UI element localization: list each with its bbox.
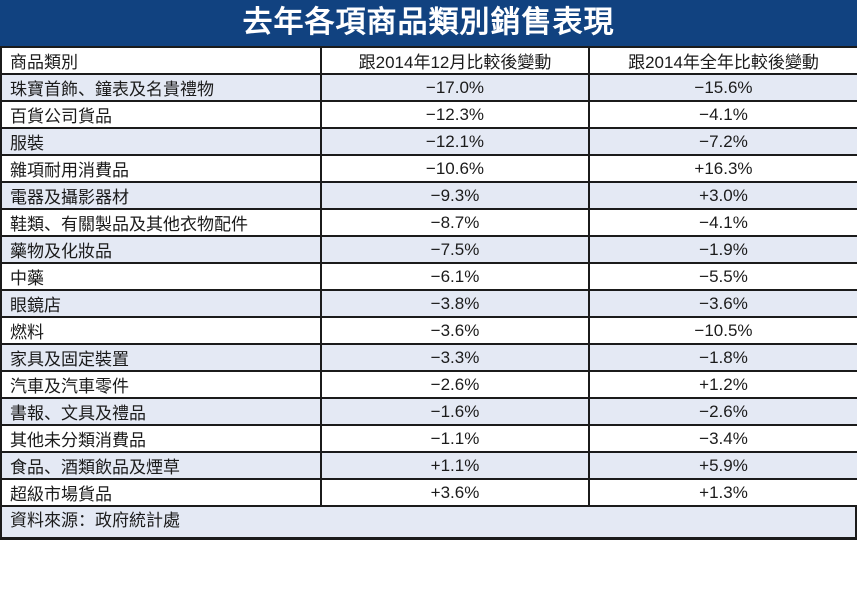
vs-dec2014-cell: −8.7% [320,208,590,237]
vs-year2014-cell: +1.3% [588,478,857,507]
source-note: 資料來源：政府統計處 [0,507,857,540]
category-cell: 書報、文具及禮品 [0,397,322,426]
vs-year2014-cell: −7.2% [588,127,857,156]
table-row: 汽車及汽車零件 −2.6% +1.2% [0,370,857,399]
table-row: 書報、文具及禮品 −1.6% −2.6% [0,397,857,426]
table-row: 珠寶首飾、鐘表及名貴禮物 −17.0% −15.6% [0,73,857,102]
category-cell: 服裝 [0,127,322,156]
table-row: 燃料 −3.6% −10.5% [0,316,857,345]
vs-year2014-cell: −3.4% [588,424,857,453]
table-row: 中藥 −6.1% −5.5% [0,262,857,291]
table-row: 超級市場貨品 +3.6% +1.3% [0,478,857,507]
table-row: 藥物及化妝品 −7.5% −1.9% [0,235,857,264]
category-cell: 藥物及化妝品 [0,235,322,264]
vs-dec2014-cell: −3.3% [320,343,590,372]
category-cell: 雜項耐用消費品 [0,154,322,183]
vs-year2014-cell: −1.9% [588,235,857,264]
column-header-vs-year2014: 跟2014年全年比較後變動 [588,46,857,75]
vs-dec2014-cell: −2.6% [320,370,590,399]
column-header-category: 商品類別 [0,46,322,75]
vs-dec2014-cell: −9.3% [320,181,590,210]
category-cell: 其他未分類消費品 [0,424,322,453]
vs-dec2014-cell: +1.1% [320,451,590,480]
vs-year2014-cell: −5.5% [588,262,857,291]
vs-year2014-cell: −4.1% [588,100,857,129]
vs-year2014-cell: −3.6% [588,289,857,318]
vs-dec2014-cell: −3.6% [320,316,590,345]
vs-dec2014-cell: −12.1% [320,127,590,156]
table-row: 百貨公司貨品 −12.3% −4.1% [0,100,857,129]
vs-dec2014-cell: −6.1% [320,262,590,291]
column-header-vs-dec2014: 跟2014年12月比較後變動 [320,46,590,75]
vs-dec2014-cell: +3.6% [320,478,590,507]
page-title: 去年各項商品類別銷售表現 [0,0,857,46]
vs-year2014-cell: −10.5% [588,316,857,345]
table-row: 雜項耐用消費品 −10.6% +16.3% [0,154,857,183]
vs-year2014-cell: −2.6% [588,397,857,426]
vs-dec2014-cell: −1.1% [320,424,590,453]
category-cell: 超級市場貨品 [0,478,322,507]
vs-year2014-cell: −4.1% [588,208,857,237]
table-row: 服裝 −12.1% −7.2% [0,127,857,156]
table-row: 眼鏡店 −3.8% −3.6% [0,289,857,318]
category-cell: 食品、酒類飲品及煙草 [0,451,322,480]
category-cell: 中藥 [0,262,322,291]
vs-year2014-cell: +16.3% [588,154,857,183]
vs-dec2014-cell: −12.3% [320,100,590,129]
vs-dec2014-cell: −3.8% [320,289,590,318]
category-cell: 眼鏡店 [0,289,322,318]
category-cell: 燃料 [0,316,322,345]
vs-year2014-cell: −1.8% [588,343,857,372]
vs-year2014-cell: −15.6% [588,73,857,102]
table-row: 其他未分類消費品 −1.1% −3.4% [0,424,857,453]
table-row: 食品、酒類飲品及煙草 +1.1% +5.9% [0,451,857,480]
category-cell: 鞋類、有關製品及其他衣物配件 [0,208,322,237]
category-cell: 電器及攝影器材 [0,181,322,210]
table-row: 鞋類、有關製品及其他衣物配件 −8.7% −4.1% [0,208,857,237]
table-row: 家具及固定裝置 −3.3% −1.8% [0,343,857,372]
vs-year2014-cell: +5.9% [588,451,857,480]
category-cell: 百貨公司貨品 [0,100,322,129]
vs-year2014-cell: +3.0% [588,181,857,210]
header-row: 商品類別 跟2014年12月比較後變動 跟2014年全年比較後變動 [0,46,857,75]
vs-year2014-cell: +1.2% [588,370,857,399]
vs-dec2014-cell: −10.6% [320,154,590,183]
sales-table: 商品類別 跟2014年12月比較後變動 跟2014年全年比較後變動 珠寶首飾、鐘… [0,46,857,507]
category-cell: 珠寶首飾、鐘表及名貴禮物 [0,73,322,102]
table-row: 電器及攝影器材 −9.3% +3.0% [0,181,857,210]
vs-dec2014-cell: −7.5% [320,235,590,264]
vs-dec2014-cell: −17.0% [320,73,590,102]
category-cell: 汽車及汽車零件 [0,370,322,399]
category-cell: 家具及固定裝置 [0,343,322,372]
vs-dec2014-cell: −1.6% [320,397,590,426]
